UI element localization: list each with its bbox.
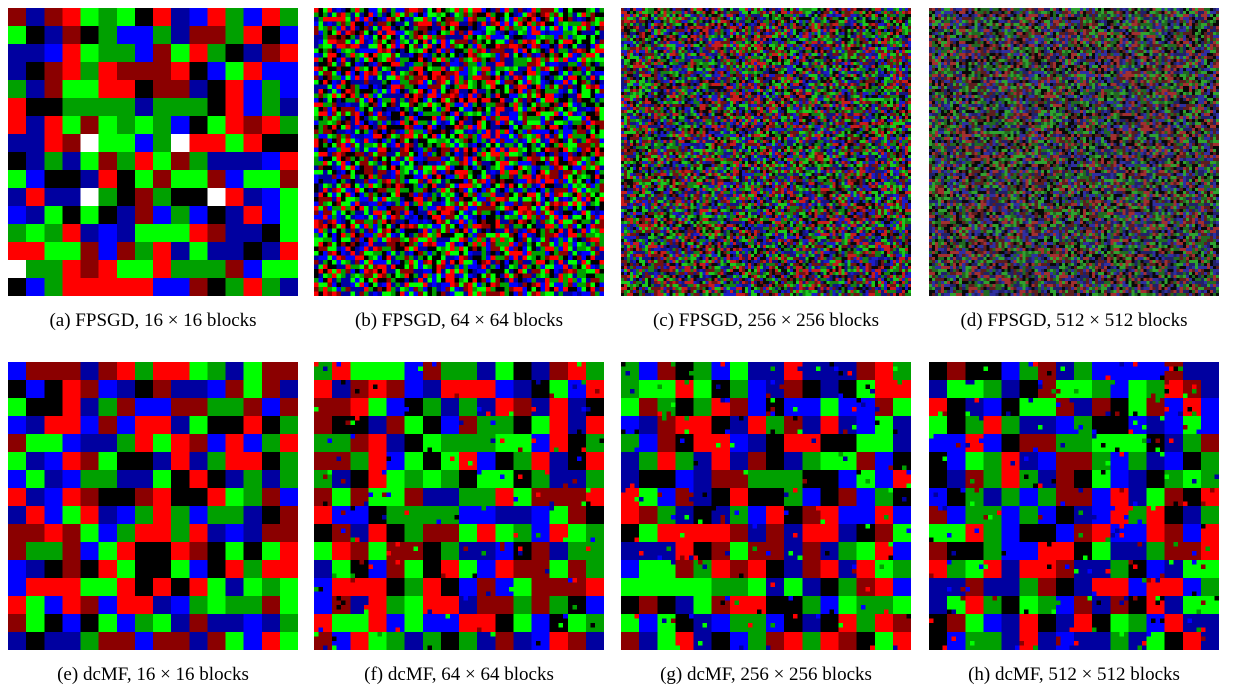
block-image: [621, 8, 911, 296]
caption: (d) FPSGD, 512 × 512 blocks: [924, 310, 1224, 332]
block-image: [8, 362, 298, 650]
caption: (a) FPSGD, 16 × 16 blocks: [3, 310, 303, 332]
panel: (d) FPSGD, 512 × 512 blocks: [924, 8, 1224, 332]
caption: (b) FPSGD, 64 × 64 blocks: [309, 310, 609, 332]
caption: (g) dcMF, 256 × 256 blocks: [616, 664, 916, 686]
caption: (h) dcMF, 512 × 512 blocks: [924, 664, 1224, 686]
panel: (f) dcMF, 64 × 64 blocks: [309, 362, 609, 686]
panel: (g) dcMF, 256 × 256 blocks: [616, 362, 916, 686]
block-image: [621, 362, 911, 650]
block-image: [314, 362, 604, 650]
panel: (h) dcMF, 512 × 512 blocks: [924, 362, 1224, 686]
figure: (a) FPSGD, 16 × 16 blocks (b) FPSGD, 64 ×…: [0, 0, 1234, 692]
panel: (b) FPSGD, 64 × 64 blocks: [309, 8, 609, 332]
block-image: [929, 8, 1219, 296]
block-image: [314, 8, 604, 296]
panel: (c) FPSGD, 256 × 256 blocks: [616, 8, 916, 332]
caption: (e) dcMF, 16 × 16 blocks: [3, 664, 303, 686]
block-image: [929, 362, 1219, 650]
caption: (c) FPSGD, 256 × 256 blocks: [616, 310, 916, 332]
caption: (f) dcMF, 64 × 64 blocks: [309, 664, 609, 686]
block-image: [8, 8, 298, 296]
panel: (e) dcMF, 16 × 16 blocks: [3, 362, 303, 686]
panel: (a) FPSGD, 16 × 16 blocks: [3, 8, 303, 332]
